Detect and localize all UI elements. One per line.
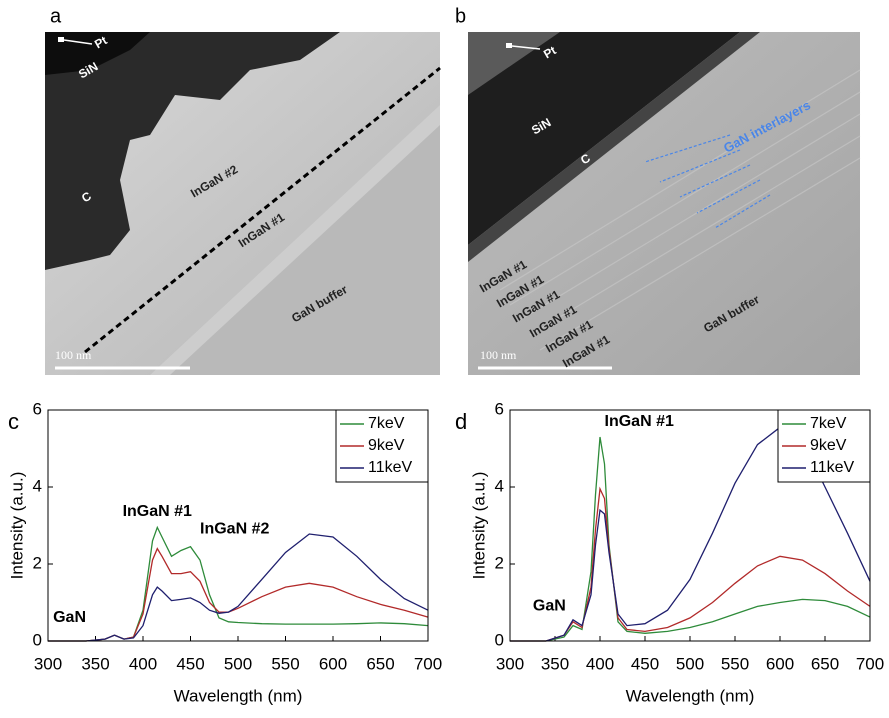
x-tick-label: 650 [366, 654, 394, 673]
x-axis-label: Wavelength (nm) [626, 686, 755, 705]
micrograph-a: a 100 nm Pt SiN C InGaN #2 InGaN #1 GaN … [45, 5, 441, 375]
x-tick-label: 450 [631, 654, 659, 673]
x-tick-label: 700 [856, 654, 884, 673]
y-tick-label: 2 [33, 553, 42, 572]
x-tick-label: 500 [224, 654, 252, 673]
panel-label: b [455, 5, 466, 27]
y-axis-label: Intensity (a.u.) [469, 472, 488, 580]
x-tick-label: 350 [81, 654, 109, 673]
panel-label: a [50, 5, 62, 27]
y-tick-label: 6 [33, 399, 42, 418]
x-tick-label: 400 [586, 654, 614, 673]
legend-label: 11keV [810, 459, 855, 476]
series-line [48, 547, 429, 642]
y-tick-label: 4 [33, 476, 42, 495]
x-tick-label: 600 [319, 654, 347, 673]
legend-label: 9keV [810, 437, 847, 454]
chart: c 0 2 4 6 300 350 400 450 500 550 600 650 700 Waveleng… [7, 399, 442, 705]
series-line [510, 486, 871, 642]
x-tick-label: 350 [541, 654, 569, 673]
y-axis-label: Intensity (a.u.) [7, 472, 26, 580]
x-tick-label: 300 [496, 654, 524, 673]
legend-label: 7keV [810, 415, 847, 432]
micrograph-b: b 100 nm Pt SiN C GaN interlayers InGaN … [455, 5, 861, 375]
annotation: InGaN #1 [605, 413, 674, 430]
annotation: GaN [533, 598, 566, 615]
series-line [48, 533, 429, 642]
y-tick-label: 2 [495, 553, 504, 572]
annotation: InGaN #1 [123, 503, 192, 520]
legend-label: 9keV [368, 437, 405, 454]
scale-bar: 100 nm [480, 348, 517, 362]
series-line [48, 525, 429, 642]
x-tick-label: 550 [271, 654, 299, 673]
x-tick-label: 400 [129, 654, 157, 673]
chart: d 0 2 4 6 300 350 400 450 500 550 600 650 700 Waveleng… [455, 399, 884, 705]
y-tick-label: 0 [495, 630, 504, 649]
y-tick-label: 6 [495, 399, 504, 418]
x-axis-label: Wavelength (nm) [174, 686, 303, 705]
x-tick-label: 500 [676, 654, 704, 673]
x-tick-label: 300 [34, 654, 62, 673]
x-tick-label: 600 [766, 654, 794, 673]
y-tick-label: 0 [33, 630, 42, 649]
x-tick-label: 700 [414, 654, 442, 673]
legend-label: 7keV [368, 415, 405, 432]
annotation: InGaN #2 [200, 521, 269, 538]
plot-frame [47, 409, 429, 642]
x-tick-label: 550 [721, 654, 749, 673]
x-tick-label: 450 [176, 654, 204, 673]
plot-frame [509, 409, 871, 642]
x-tick-label: 650 [811, 654, 839, 673]
series-line [510, 436, 871, 642]
legend-label: 11keV [368, 459, 413, 476]
panel-label: d [455, 409, 467, 434]
annotation: GaN [53, 609, 86, 626]
panel-label: c [8, 409, 19, 434]
scale-bar: 100 nm [55, 348, 92, 362]
y-tick-label: 4 [495, 476, 504, 495]
